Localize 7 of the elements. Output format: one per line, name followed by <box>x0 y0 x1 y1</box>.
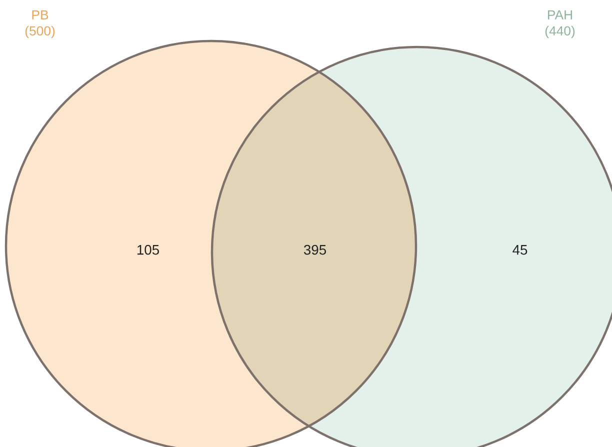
data-label: 45 <box>512 245 528 255</box>
data-label: 105 <box>137 244 160 255</box>
text: (500) <box>25 26 55 38</box>
text: (440) <box>545 26 575 38</box>
category-label: PAH <box>548 10 572 20</box>
data-label: 395 <box>304 244 326 255</box>
category-label: PB <box>32 10 48 20</box>
